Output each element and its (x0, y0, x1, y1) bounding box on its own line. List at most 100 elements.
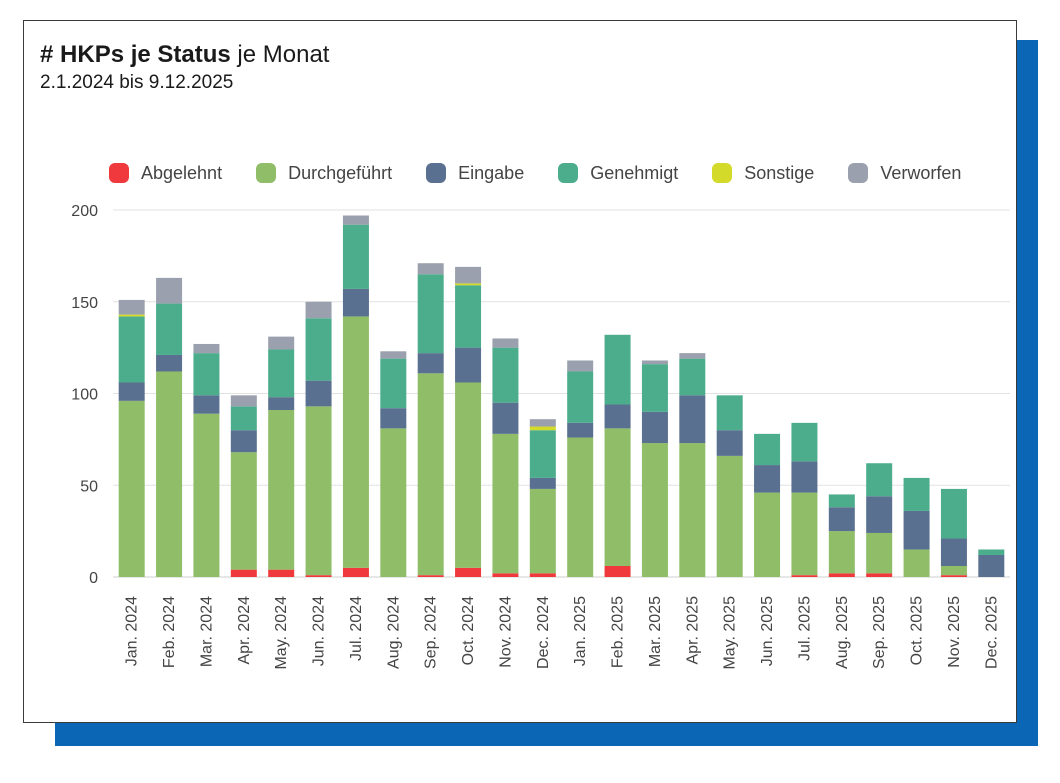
legend-label: Verworfen (880, 162, 962, 183)
legend-swatch (848, 163, 869, 183)
bar-segment-verworfen (455, 266, 482, 284)
x-tick-label: Jun. 2025 (759, 596, 776, 666)
bar-segment-abgelehnt (791, 575, 818, 577)
legend-item-genehmigt[interactable]: Genehmigt (558, 163, 678, 184)
bar-segment-durchgefuehrt (305, 406, 332, 576)
bar-segment-durchgefuehrt (828, 531, 855, 574)
x-tick-label: Aug. 2024 (385, 596, 402, 669)
bar-segment-genehmigt (866, 463, 893, 497)
chart-legend: Abgelehnt Durchgeführt Eingabe Genehmigt Son… (109, 161, 995, 185)
bar-segment-durchgefuehrt (455, 382, 482, 568)
bar-segment-durchgefuehrt (641, 443, 668, 577)
bar-segment-genehmigt (529, 430, 556, 478)
bar-segment-genehmigt (754, 433, 781, 466)
bar-segment-eingabe (828, 507, 855, 532)
bar-segment-sonstige (455, 283, 482, 286)
bar-segment-genehmigt (305, 318, 332, 381)
bar-segment-durchgefuehrt (380, 428, 407, 577)
bar-segment-abgelehnt (342, 567, 369, 577)
bar-segment-durchgefuehrt (417, 373, 444, 576)
bar-segment-sonstige (529, 426, 556, 431)
legend-swatch (426, 163, 447, 183)
bar-segment-genehmigt (978, 549, 1005, 555)
bar-segment-durchgefuehrt (716, 455, 743, 577)
x-tick-label: Nov. 2024 (497, 596, 514, 668)
bar-segment-eingabe (754, 465, 781, 493)
bar-segment-eingabe (978, 554, 1005, 577)
x-tick-label: Oct. 2024 (460, 596, 477, 665)
bar-segment-durchgefuehrt (118, 400, 145, 577)
bar-segment-eingabe (716, 430, 743, 456)
legend-item-verworfen[interactable]: Verworfen (848, 163, 961, 184)
bar-segment-abgelehnt (492, 573, 519, 577)
legend-item-sonstige[interactable]: Sonstige (712, 163, 814, 184)
y-tick-label: 100 (71, 387, 98, 404)
bar-segment-abgelehnt (417, 575, 444, 577)
bar-segment-genehmigt (791, 422, 818, 462)
bar-segment-genehmigt (455, 285, 482, 348)
bar-segment-eingabe (230, 430, 257, 453)
bar-segment-genehmigt (567, 371, 594, 423)
bar-segment-abgelehnt (828, 573, 855, 577)
legend-label: Abgelehnt (141, 162, 223, 183)
bar-segment-durchgefuehrt (940, 565, 967, 576)
bar-segment-verworfen (342, 215, 369, 225)
bar-segment-genehmigt (492, 347, 519, 403)
x-tick-label: May. 2024 (273, 596, 290, 670)
bar-segment-genehmigt (417, 274, 444, 354)
bar-segment-eingabe (529, 477, 556, 489)
bar-segment-durchgefuehrt (754, 492, 781, 577)
bar-segment-verworfen (641, 360, 668, 365)
x-tick-label: Mar. 2025 (647, 596, 664, 667)
bar-segment-genehmigt (828, 494, 855, 508)
x-tick-label: Sep. 2025 (871, 596, 888, 669)
y-tick-label: 50 (80, 478, 98, 495)
bar-segment-genehmigt (903, 477, 930, 511)
bar-segment-eingabe (679, 395, 706, 444)
x-tick-label: Jun. 2024 (311, 596, 328, 666)
y-tick-label: 150 (71, 295, 98, 312)
legend-swatch (558, 163, 579, 183)
bar-segment-durchgefuehrt (342, 316, 369, 568)
bar-segment-abgelehnt (866, 573, 893, 577)
bar-segment-genehmigt (641, 364, 668, 412)
x-tick-label: Apr. 2025 (684, 596, 701, 665)
bar-segment-sonstige (118, 314, 145, 317)
bar-segment-durchgefuehrt (903, 549, 930, 577)
legend-swatch (109, 163, 129, 183)
legend-item-abgelehnt[interactable]: Abgelehnt (109, 163, 222, 184)
x-tick-label: Dec. 2025 (983, 596, 1000, 669)
bar-segment-verworfen (193, 343, 220, 354)
x-tick-label: Sep. 2024 (423, 596, 440, 669)
bar-segment-eingabe (455, 347, 482, 383)
bar-segment-eingabe (305, 380, 332, 407)
x-tick-label: Apr. 2024 (236, 596, 253, 665)
legend-item-eingabe[interactable]: Eingabe (426, 163, 524, 184)
bar-segment-eingabe (567, 422, 594, 438)
bar-segment-genehmigt (193, 353, 220, 396)
bar-segment-durchgefuehrt (679, 443, 706, 577)
bar-segment-genehmigt (380, 358, 407, 409)
bar-segment-verworfen (230, 395, 257, 407)
bar-segment-durchgefuehrt (567, 437, 594, 577)
x-tick-label: Jan. 2024 (124, 596, 141, 666)
legend-label: Durchgeführt (288, 162, 393, 183)
legend-item-durchgefuehrt[interactable]: Durchgeführt (256, 163, 392, 184)
x-tick-label: Oct. 2025 (909, 596, 926, 665)
bar-segment-eingabe (118, 382, 145, 401)
x-tick-label: May. 2025 (722, 596, 739, 670)
bar-segment-eingabe (641, 411, 668, 444)
bar-segment-durchgefuehrt (529, 488, 556, 574)
bar-segment-durchgefuehrt (193, 413, 220, 577)
x-tick-label: Mar. 2024 (198, 596, 215, 667)
bar-segment-verworfen (492, 338, 519, 348)
legend-swatch (256, 163, 277, 183)
bar-segment-verworfen (380, 351, 407, 359)
bar-segment-durchgefuehrt (268, 410, 295, 570)
bar-segment-verworfen (417, 263, 444, 275)
bar-segment-abgelehnt (529, 573, 556, 577)
bar-segment-abgelehnt (455, 567, 482, 577)
x-tick-label: Dec. 2024 (535, 596, 552, 669)
bar-segment-abgelehnt (305, 575, 332, 577)
